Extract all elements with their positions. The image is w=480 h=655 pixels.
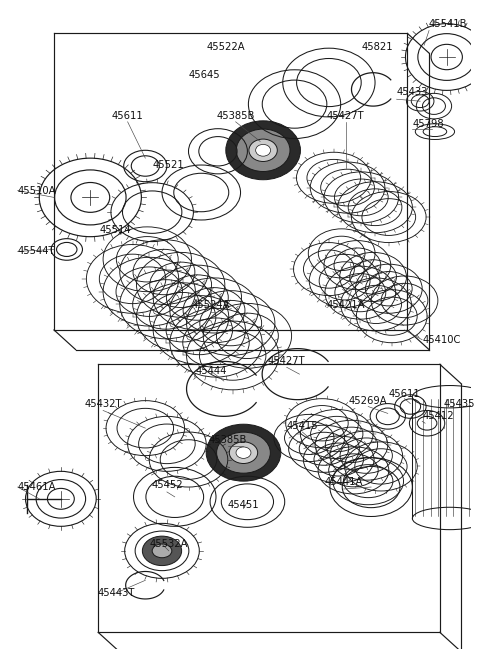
Text: 45452: 45452 bbox=[151, 480, 183, 490]
Ellipse shape bbox=[143, 536, 181, 565]
Ellipse shape bbox=[206, 424, 281, 481]
Text: 45510A: 45510A bbox=[18, 185, 56, 196]
Ellipse shape bbox=[236, 447, 251, 458]
Text: 45435: 45435 bbox=[444, 399, 475, 409]
Ellipse shape bbox=[216, 432, 270, 473]
Text: 45451: 45451 bbox=[228, 500, 259, 510]
Text: 45427T: 45427T bbox=[327, 111, 364, 121]
Text: 45645: 45645 bbox=[189, 69, 220, 80]
Text: 45432T: 45432T bbox=[84, 399, 122, 409]
Text: 45421A: 45421A bbox=[326, 301, 365, 310]
Text: 45524A: 45524A bbox=[192, 301, 230, 310]
Ellipse shape bbox=[226, 121, 300, 179]
Text: 45532A: 45532A bbox=[150, 539, 188, 549]
Text: 45798: 45798 bbox=[412, 119, 444, 129]
Text: 45443T: 45443T bbox=[97, 588, 134, 598]
Ellipse shape bbox=[229, 442, 258, 464]
Text: 45611: 45611 bbox=[389, 389, 420, 399]
Text: 45410C: 45410C bbox=[422, 335, 460, 345]
Ellipse shape bbox=[256, 144, 271, 156]
Text: 45611: 45611 bbox=[112, 111, 144, 121]
Ellipse shape bbox=[236, 129, 290, 172]
Text: 45522A: 45522A bbox=[206, 42, 245, 52]
Text: 45544T: 45544T bbox=[18, 246, 55, 256]
Text: 45441A: 45441A bbox=[324, 477, 363, 487]
Text: 45821: 45821 bbox=[361, 42, 393, 52]
Ellipse shape bbox=[249, 139, 277, 162]
Text: 45269A: 45269A bbox=[349, 396, 387, 405]
Text: 45541B: 45541B bbox=[429, 18, 468, 29]
Text: 45412: 45412 bbox=[422, 411, 454, 421]
Text: 45521: 45521 bbox=[153, 160, 185, 170]
Text: 45433: 45433 bbox=[396, 87, 428, 98]
Ellipse shape bbox=[152, 544, 172, 557]
Text: 45514: 45514 bbox=[100, 225, 132, 234]
Text: 45444: 45444 bbox=[195, 366, 227, 376]
Text: 45427T: 45427T bbox=[268, 356, 305, 366]
Text: 45461A: 45461A bbox=[18, 482, 56, 492]
Text: 45385B: 45385B bbox=[216, 111, 255, 121]
Text: 45415: 45415 bbox=[287, 421, 318, 431]
Text: 45385B: 45385B bbox=[209, 435, 247, 445]
